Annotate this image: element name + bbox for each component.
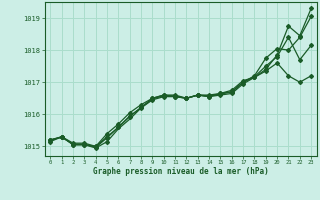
X-axis label: Graphe pression niveau de la mer (hPa): Graphe pression niveau de la mer (hPa)	[93, 167, 269, 176]
